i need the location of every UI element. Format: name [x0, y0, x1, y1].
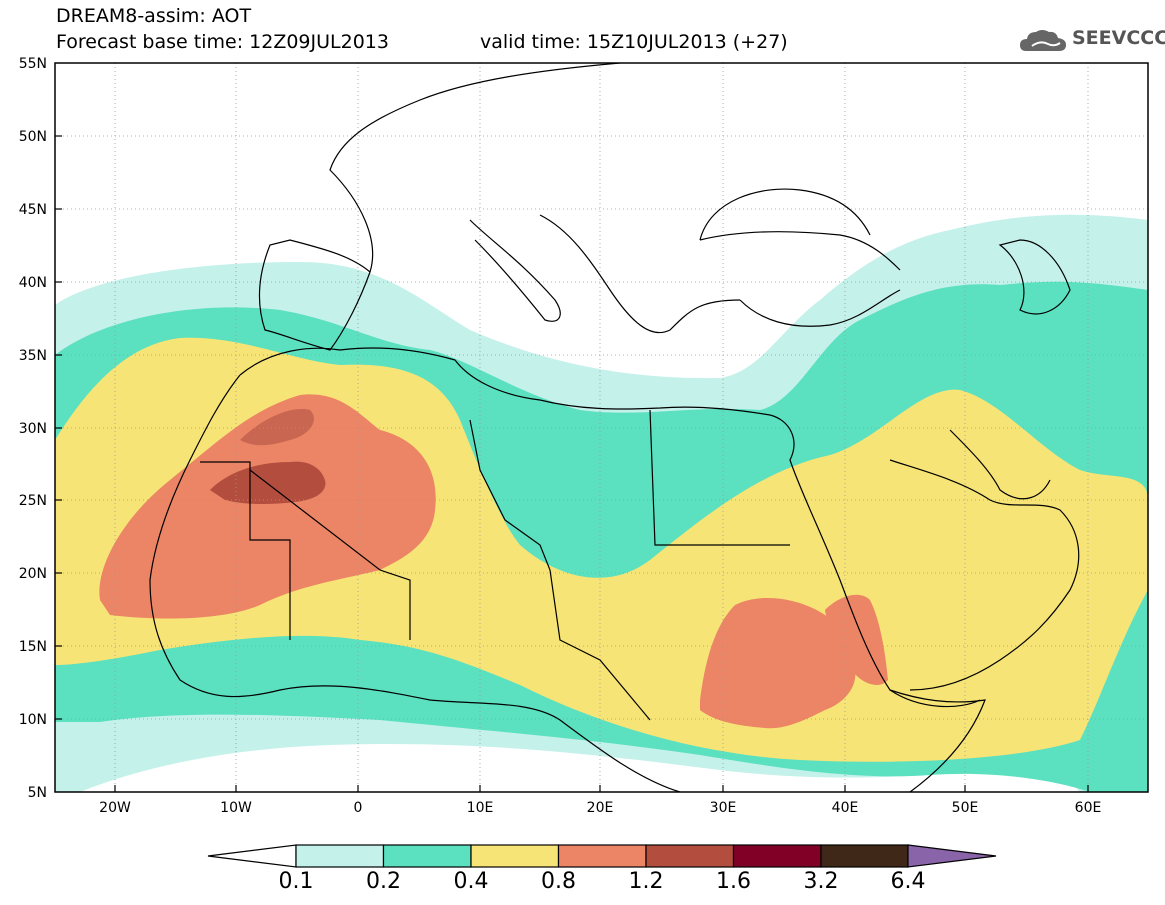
- colorbar-swatch: [470, 844, 560, 868]
- colorbar-swatch: [382, 844, 472, 868]
- colorbar-label: 6.4: [890, 869, 926, 894]
- lat-axis-labels: 55N 50N 45N 40N 35N 30N 25N 20N 15N 10N …: [19, 56, 47, 801]
- lat-label: 30N: [19, 421, 47, 437]
- lon-label: 10W: [220, 800, 252, 816]
- lat-label: 45N: [19, 202, 47, 218]
- lon-label: 60E: [1075, 800, 1102, 816]
- aot-contour-1.2-north: [240, 409, 314, 446]
- coastlines: [149, 63, 1080, 792]
- colorbar-label: 0.8: [541, 869, 576, 894]
- lon-label: 30E: [710, 800, 737, 816]
- aot-contour-0.8-east: [700, 597, 856, 729]
- logo-text: SEEVCCC: [1072, 27, 1165, 49]
- forecast-base-time: Forecast base time: 12Z09JUL2013: [56, 31, 389, 53]
- axis-ticks: [55, 135, 1089, 792]
- colorbar-high-arrow: [907, 844, 997, 868]
- colorbar-swatch: [295, 844, 385, 868]
- aot-contour-0.8-west: [99, 394, 436, 619]
- lat-label: 40N: [19, 275, 47, 291]
- lat-label: 35N: [19, 348, 47, 364]
- graticule: [55, 63, 1148, 792]
- lat-label: 20N: [19, 566, 47, 582]
- lon-label: 20E: [587, 800, 614, 816]
- lon-label: 50E: [952, 800, 979, 816]
- lat-label: 55N: [19, 56, 47, 72]
- aot-contour-1.2: [210, 461, 326, 505]
- lat-label: 10N: [19, 712, 47, 728]
- colorbar-low-arrow: [207, 844, 297, 868]
- valid-time: valid time: 15Z10JUL2013 (+27): [480, 31, 788, 53]
- colorbar-label: 0.2: [366, 869, 401, 894]
- colorbar-label: 1.6: [716, 869, 751, 894]
- map-title: DREAM8-assim: AOT: [56, 5, 252, 27]
- lon-axis-labels: 20W 10W 0 10E 20E 30E 40E 50E 60E: [99, 800, 1101, 816]
- colorbar-swatch: [557, 844, 647, 868]
- colorbar: [207, 844, 997, 868]
- lat-label: 50N: [19, 129, 47, 145]
- colorbar-swatch: [732, 844, 822, 868]
- aot-field: [55, 63, 1148, 792]
- lat-label: 5N: [28, 785, 47, 801]
- aot-contour-0.8-redsea: [825, 594, 888, 685]
- colorbar-label: 1.2: [628, 869, 664, 894]
- lon-label: 0: [354, 800, 363, 816]
- colorbar-label: 3.2: [803, 869, 839, 894]
- cloud-icon: [1020, 30, 1066, 51]
- lat-label: 25N: [19, 493, 47, 509]
- lon-label: 20W: [99, 800, 131, 816]
- colorbar-label: 0.4: [453, 869, 489, 894]
- colorbar-swatch: [645, 844, 735, 868]
- colorbar-swatch: [820, 844, 909, 868]
- lon-label: 40E: [832, 800, 859, 816]
- lon-label: 10E: [467, 800, 494, 816]
- lat-label: 15N: [19, 639, 47, 655]
- colorbar-label: 0.1: [278, 869, 314, 894]
